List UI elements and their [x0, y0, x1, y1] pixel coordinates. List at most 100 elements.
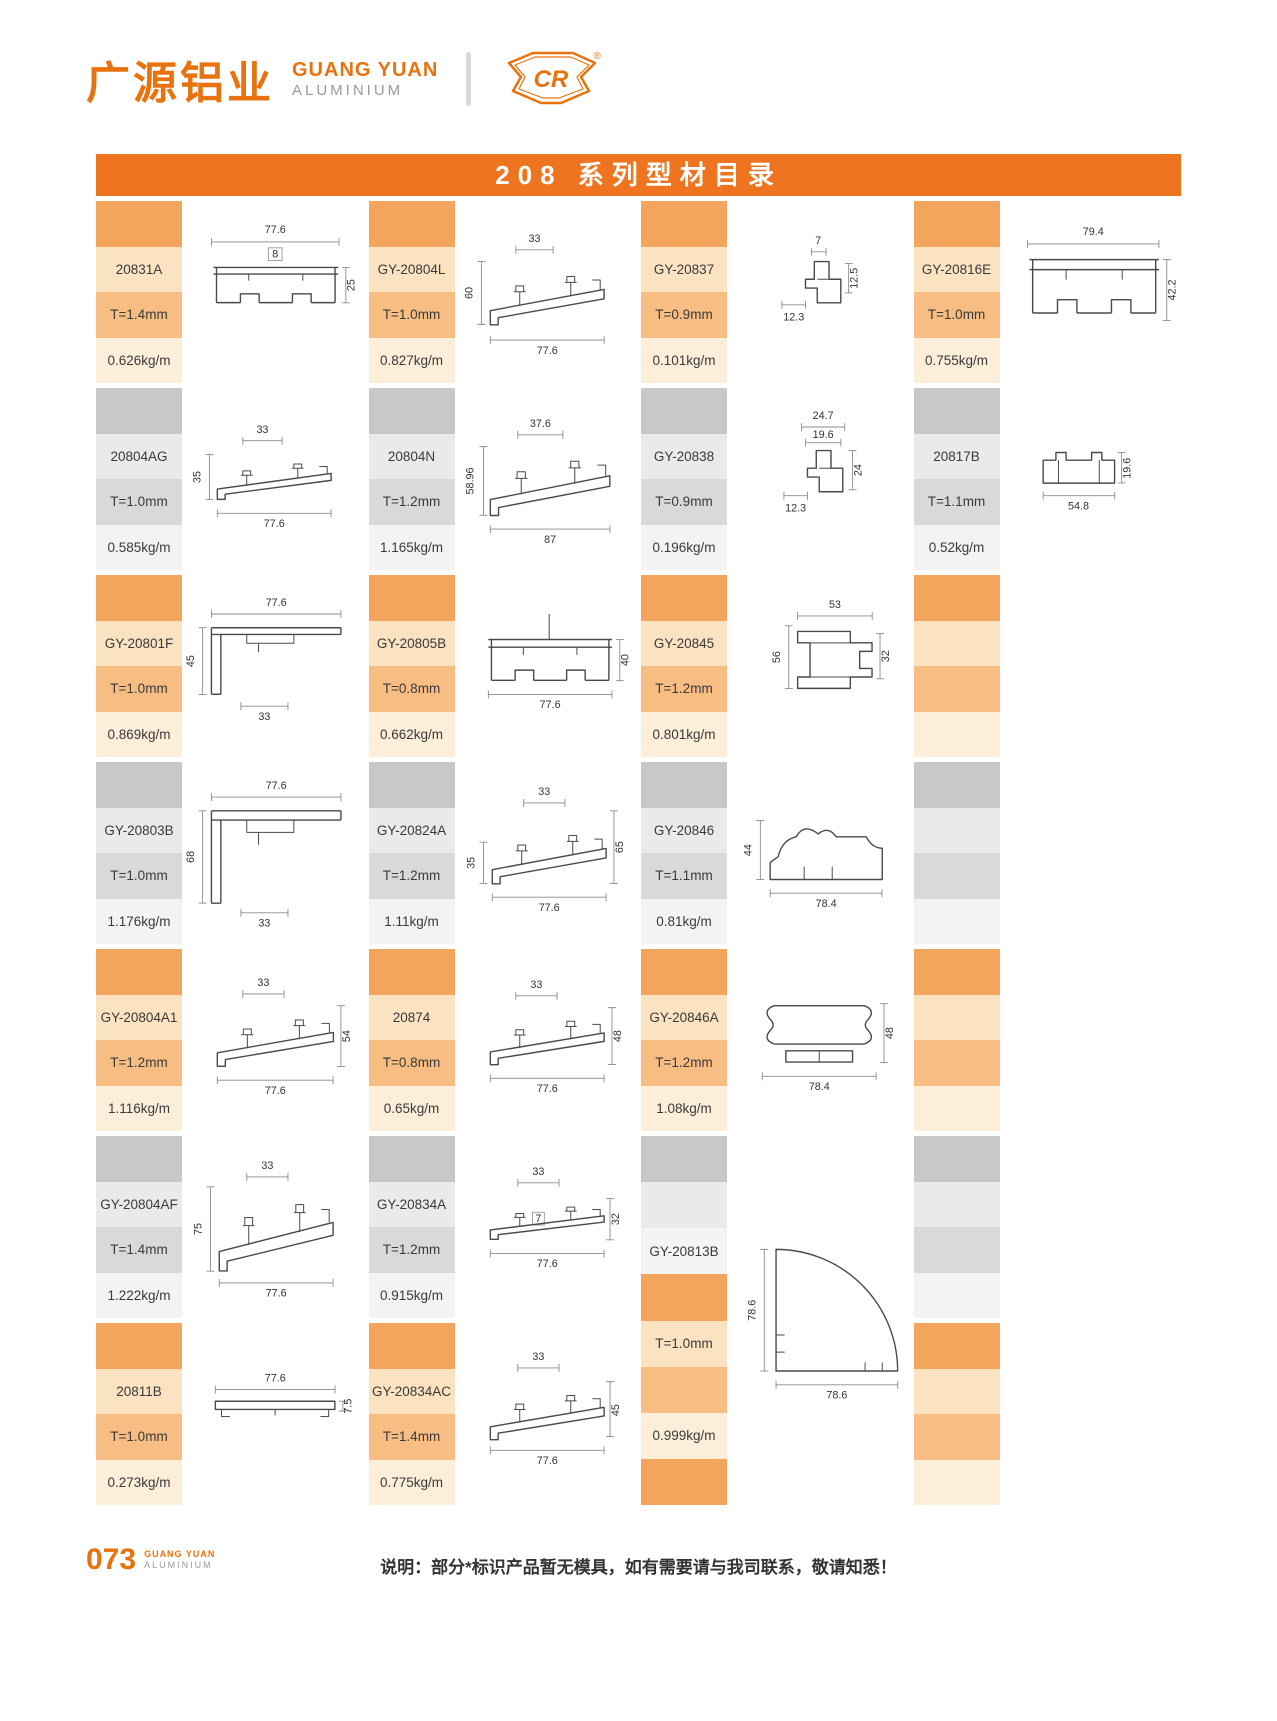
- product-cell-GY-20803B: GY-20803B T=1.0mm 1.176kg/m 77.6 68 33: [96, 762, 364, 944]
- product-thickness: T=1.2mm: [368, 853, 455, 899]
- empty-drawing: [1000, 575, 1182, 757]
- dim-top: 53: [829, 599, 841, 611]
- dim-left: 60: [463, 287, 475, 299]
- dim-right: 24: [852, 464, 864, 476]
- dim-left: 78.6: [746, 1300, 758, 1321]
- product-weight: 0.101kg/m: [641, 337, 727, 383]
- product-thickness: T=0.8mm: [368, 1040, 455, 1086]
- dim-right: 19.6: [1121, 458, 1133, 479]
- label-band: [913, 1414, 1000, 1460]
- dim-bottom: 77.6: [265, 1085, 286, 1097]
- product-weight: 0.827kg/m: [368, 337, 455, 383]
- product-weight: 0.585kg/m: [96, 524, 182, 570]
- product-code: 20811B: [96, 1368, 182, 1414]
- dim-bottom: 77.6: [264, 518, 285, 530]
- product-cell-GY-20805B: GY-20805B T=0.8mm 0.662kg/m 40 77.6: [368, 575, 637, 757]
- product-cell-GY-20837: GY-20837 T=0.9mm 0.101kg/m 7 12.5 12.3: [641, 201, 909, 383]
- label-band: [913, 1272, 1000, 1318]
- empty-drawing: [1000, 1323, 1182, 1505]
- label-band: [368, 575, 455, 621]
- product-cell-20804N: 20804N T=1.2mm 1.165kg/m 37.6 58.96 87: [368, 388, 636, 570]
- label-band: [913, 1227, 1000, 1273]
- product-cell-20811B: 20811B T=1.0mm 0.273kg/m 77.6 7.5: [96, 1323, 364, 1505]
- empty-drawing: [1000, 1136, 1182, 1318]
- product-thickness: T=0.9mm: [641, 479, 727, 525]
- registered-mark: ®: [594, 51, 602, 62]
- profile-drawing: 77.6 7.5: [182, 1323, 364, 1505]
- label-band: [913, 388, 1000, 434]
- label-band: [913, 898, 1000, 944]
- catalog-content: 208 系列型材目录 20831A T=1.4mm 0.626kg/m 77.6…: [0, 154, 1277, 1505]
- product-label-column: GY-20845 T=1.2mm 0.801kg/m: [641, 575, 727, 757]
- product-thickness: T=1.2mm: [641, 1040, 727, 1086]
- label-band: [913, 1323, 1000, 1369]
- dim-bottom: 87: [544, 534, 556, 546]
- dim-top: 33: [528, 233, 540, 245]
- product-label-column: 20811B T=1.0mm 0.273kg/m: [96, 1323, 182, 1505]
- dim-left: 56: [771, 651, 783, 663]
- dim-bottom: 78.6: [826, 1389, 847, 1401]
- label-band: [641, 201, 727, 247]
- empty-cell: [913, 575, 1182, 757]
- product-cell-GY-20824A: GY-20824A T=1.2mm 1.11kg/m 33 65 35 77.6: [368, 762, 636, 944]
- product-weight: 0.52kg/m: [913, 524, 1000, 570]
- product-code: 20804N: [368, 433, 455, 479]
- dim-top: 33: [530, 979, 542, 991]
- product-weight: 0.273kg/m: [96, 1459, 182, 1505]
- label-band: [368, 1136, 455, 1182]
- product-weight: 1.08kg/m: [641, 1085, 727, 1131]
- profile-drawing: 40 77.6: [455, 575, 637, 757]
- page-header: 广源铝业 GUANG YUAN ALUMINIUM CR ®: [0, 0, 1277, 116]
- product-label-column: GY-20816E T=1.0mm 0.755kg/m: [913, 201, 1000, 383]
- product-label-column: GY-20846A T=1.2mm 1.08kg/m: [641, 949, 727, 1131]
- dim-right: 7.5: [343, 1399, 355, 1414]
- label-band: [913, 1085, 1000, 1131]
- product-code: 20804AG: [96, 433, 182, 479]
- product-code: GY-20834A: [368, 1181, 455, 1227]
- label-band: [913, 994, 1000, 1040]
- product-code: GY-20824A: [368, 807, 455, 853]
- product-code: GY-20804A1: [96, 994, 182, 1040]
- product-label-column: GY-20837 T=0.9mm 0.101kg/m: [641, 201, 727, 383]
- profile-drawing: 7 12.5 12.3: [727, 201, 909, 383]
- product-thickness: T=1.0mm: [96, 666, 182, 712]
- brand-chinese-name: 广源铝业: [86, 59, 274, 108]
- product-cell-20804AG: 20804AG T=1.0mm 0.585kg/m 33 35 77.6: [96, 388, 364, 570]
- product-label-column: 20804AG T=1.0mm 0.585kg/m: [96, 388, 182, 570]
- product-label-column: 20817B T=1.1mm 0.52kg/m: [913, 388, 1000, 570]
- product-label-column: GY-20801F T=1.0mm 0.869kg/m: [96, 575, 182, 757]
- label-band: [913, 1136, 1000, 1182]
- product-label-column: GY-20813B T=1.0mm 0.999kg/m: [641, 1136, 727, 1505]
- dim-right: 32: [880, 650, 892, 662]
- dim-bottom: 77.6: [536, 1083, 557, 1095]
- product-code: GY-20804AF: [96, 1181, 182, 1227]
- dim-top: 77.6: [265, 224, 286, 236]
- label-band: [913, 1040, 1000, 1086]
- product-label-column: GY-20804A1 T=1.2mm 1.116kg/m: [96, 949, 182, 1131]
- dim-top: 77.6: [265, 1373, 286, 1385]
- product-weight: 0.662kg/m: [368, 711, 455, 757]
- product-thickness: T=1.1mm: [913, 479, 1000, 525]
- product-cell-20817B: 20817B T=1.1mm 0.52kg/m 19.6 54.8: [913, 388, 1181, 570]
- dim-bottom: 12.3: [783, 311, 804, 323]
- product-code: GY-20804L: [368, 246, 455, 292]
- product-weight: 0.626kg/m: [96, 337, 182, 383]
- profile-drawing: 33 7 32 77.6: [455, 1136, 637, 1318]
- profile-drawing: 79.4 42.2: [1000, 201, 1182, 383]
- product-thickness: T=1.4mm: [96, 292, 182, 338]
- profile-drawing: 44 78.4: [727, 762, 909, 944]
- product-code: 20817B: [913, 433, 1000, 479]
- label-band: [913, 762, 1000, 808]
- dim-inner: 8: [272, 249, 278, 261]
- dim-top: 33: [257, 977, 269, 989]
- label-band: [368, 762, 455, 808]
- dim-inner: 19.6: [813, 429, 834, 441]
- product-code: 20831A: [96, 246, 182, 292]
- product-label-column: GY-20846 T=1.1mm 0.81kg/m: [641, 762, 727, 944]
- label-band: [641, 388, 727, 434]
- dim-top: 77.6: [266, 780, 287, 792]
- dim-bottom: 77.6: [536, 345, 557, 357]
- page-number: 073: [86, 1543, 137, 1576]
- product-cell-GY-20834AC: GY-20834AC T=1.4mm 0.775kg/m 33 45 77.6: [368, 1323, 636, 1505]
- label-band: [641, 1274, 727, 1321]
